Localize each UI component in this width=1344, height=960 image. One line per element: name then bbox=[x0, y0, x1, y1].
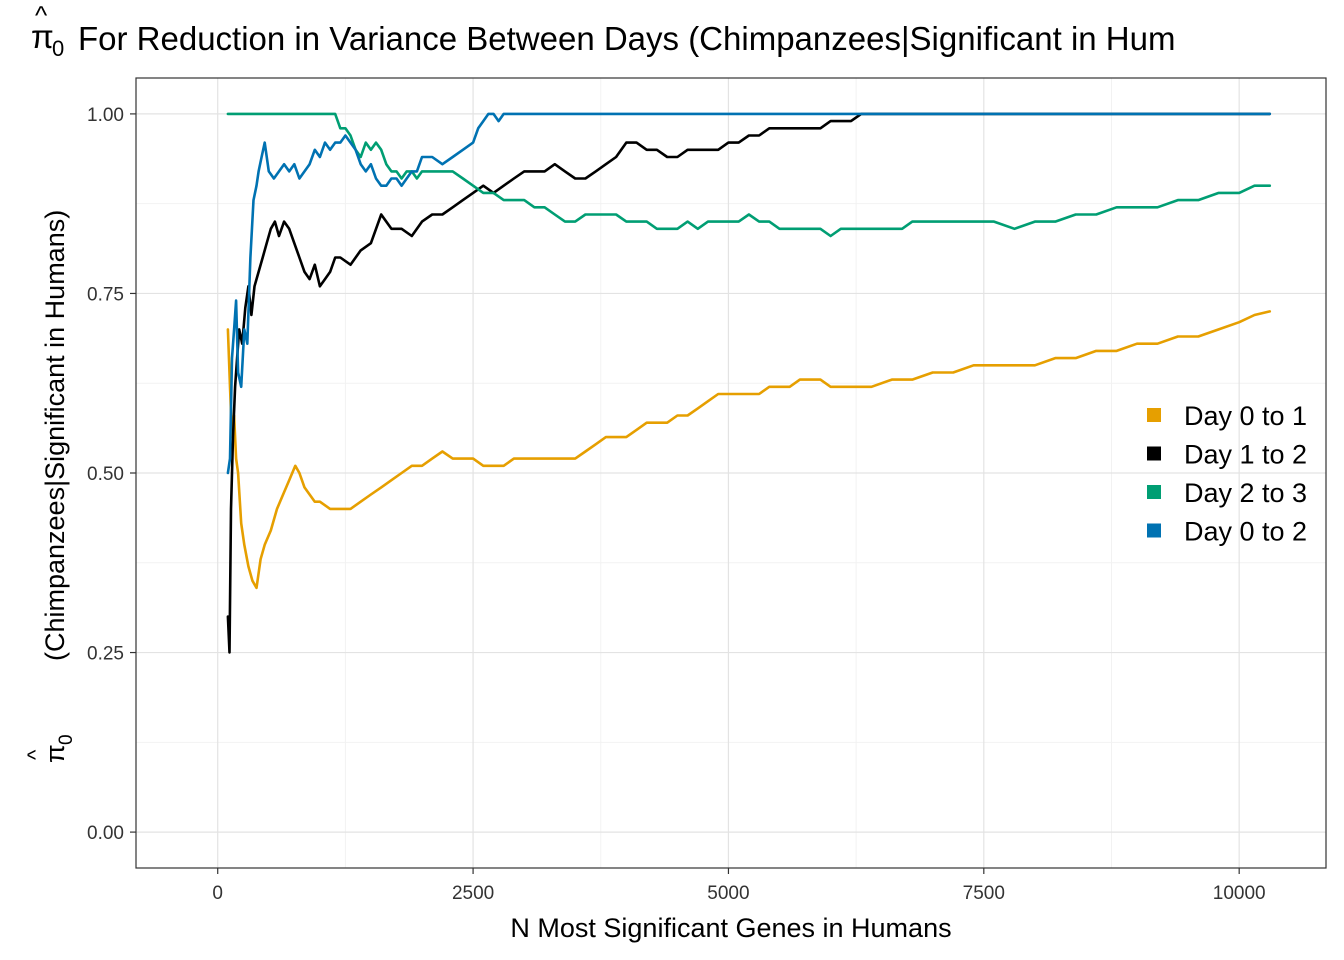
legend-label: Day 0 to 1 bbox=[1184, 401, 1307, 431]
y-tick-label: 0.50 bbox=[87, 464, 124, 485]
x-tick-label: 0 bbox=[212, 883, 223, 904]
y-tick-label: 0.25 bbox=[87, 644, 124, 665]
title-symbol: π bbox=[31, 18, 54, 55]
y-axis-title-hat: ^ bbox=[23, 749, 48, 760]
title-text: For Reduction in Variance Between Days (… bbox=[78, 20, 1175, 57]
x-tick-label: 7500 bbox=[963, 883, 1005, 904]
x-axis: 0 2500 5000 7500 10000 bbox=[212, 868, 1266, 904]
legend-label: Day 2 to 3 bbox=[1184, 478, 1307, 508]
y-axis-title-text: (Chimpanzees|Significant in Humans) bbox=[40, 210, 70, 661]
legend-label: Day 0 to 2 bbox=[1184, 517, 1307, 547]
x-axis-title: N Most Significant Genes in Humans bbox=[510, 913, 951, 943]
x-tick-label: 2500 bbox=[452, 883, 494, 904]
x-tick-label: 5000 bbox=[707, 883, 749, 904]
series-line bbox=[226, 112, 1272, 238]
chart-title: ^ π 0 For Reduction in Variance Between … bbox=[31, 0, 1175, 61]
y-tick-label: 0.75 bbox=[87, 284, 124, 305]
major-grid bbox=[136, 78, 1326, 868]
series-line bbox=[226, 112, 1272, 475]
y-axis-title: (Chimpanzees|Significant in Humans) π ^ … bbox=[23, 210, 77, 763]
legend-key bbox=[1147, 485, 1161, 499]
series-lines bbox=[226, 112, 1272, 654]
y-axis-title-symbol: π bbox=[40, 744, 70, 763]
y-axis-title-subscript: 0 bbox=[56, 734, 77, 745]
y-tick-label: 1.00 bbox=[87, 105, 124, 126]
legend: Day 0 to 1 Day 1 to 2 Day 2 to 3 Day 0 to 2 bbox=[1147, 401, 1307, 547]
title-symbol-subscript: 0 bbox=[52, 36, 64, 61]
series-line bbox=[226, 310, 1272, 590]
legend-key bbox=[1147, 446, 1161, 461]
title-hat: ^ bbox=[35, 0, 48, 30]
y-tick-label: 0.00 bbox=[87, 823, 124, 844]
series-line bbox=[226, 112, 1272, 654]
legend-key bbox=[1147, 523, 1161, 538]
x-tick-label: 10000 bbox=[1213, 883, 1266, 904]
legend-label: Day 1 to 2 bbox=[1184, 440, 1307, 470]
legend-key bbox=[1147, 408, 1161, 422]
y-axis: 0.00 0.25 0.50 0.75 1.00 bbox=[87, 105, 136, 844]
